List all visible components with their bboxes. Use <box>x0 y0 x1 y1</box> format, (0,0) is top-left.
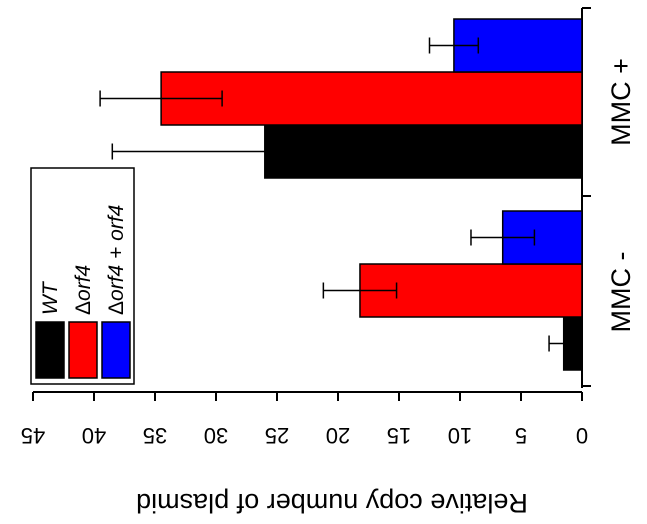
legend-label-prefix: Δ <box>105 301 128 315</box>
legend-label-text: orf4 <box>72 265 95 301</box>
value-tick-label: 45 <box>21 423 45 448</box>
legend-label-text: WT <box>39 280 62 315</box>
value-axis-title: Relative copy number of plasmid <box>136 488 528 518</box>
value-tick-label: 5 <box>515 423 527 448</box>
category-label: MMC + <box>606 58 636 146</box>
legend-swatch <box>101 321 131 379</box>
value-tick-label: 25 <box>265 423 289 448</box>
legend-label-text: orf4 + orf4 <box>105 205 128 301</box>
legend-swatch <box>35 321 65 379</box>
value-tick-label: 20 <box>326 423 350 448</box>
value-tick-label: 30 <box>204 423 228 448</box>
legend-label-prefix: Δ <box>72 301 95 315</box>
legend-swatch <box>68 321 98 379</box>
legend-label: Δorf4 + orf4 <box>105 205 128 315</box>
legend-label: Δorf4 <box>72 265 95 315</box>
legend-label: WT <box>39 280 62 315</box>
value-tick-label: 35 <box>143 423 167 448</box>
plot-area: 0 5 10 15 20 25 30 35 40 45 Relative copy number o… <box>21 7 636 518</box>
value-tick-label: 40 <box>82 423 106 448</box>
bar-wt-mmc-plus <box>264 124 583 179</box>
bar-delta-orf4-mmc-plus <box>160 71 583 126</box>
value-tick-label: 0 <box>576 423 588 448</box>
bar-wt-mmc-minus <box>562 316 583 371</box>
value-tick-label: 10 <box>448 423 472 448</box>
value-tick-label: 15 <box>387 423 411 448</box>
category-label: MMC - <box>606 252 636 333</box>
